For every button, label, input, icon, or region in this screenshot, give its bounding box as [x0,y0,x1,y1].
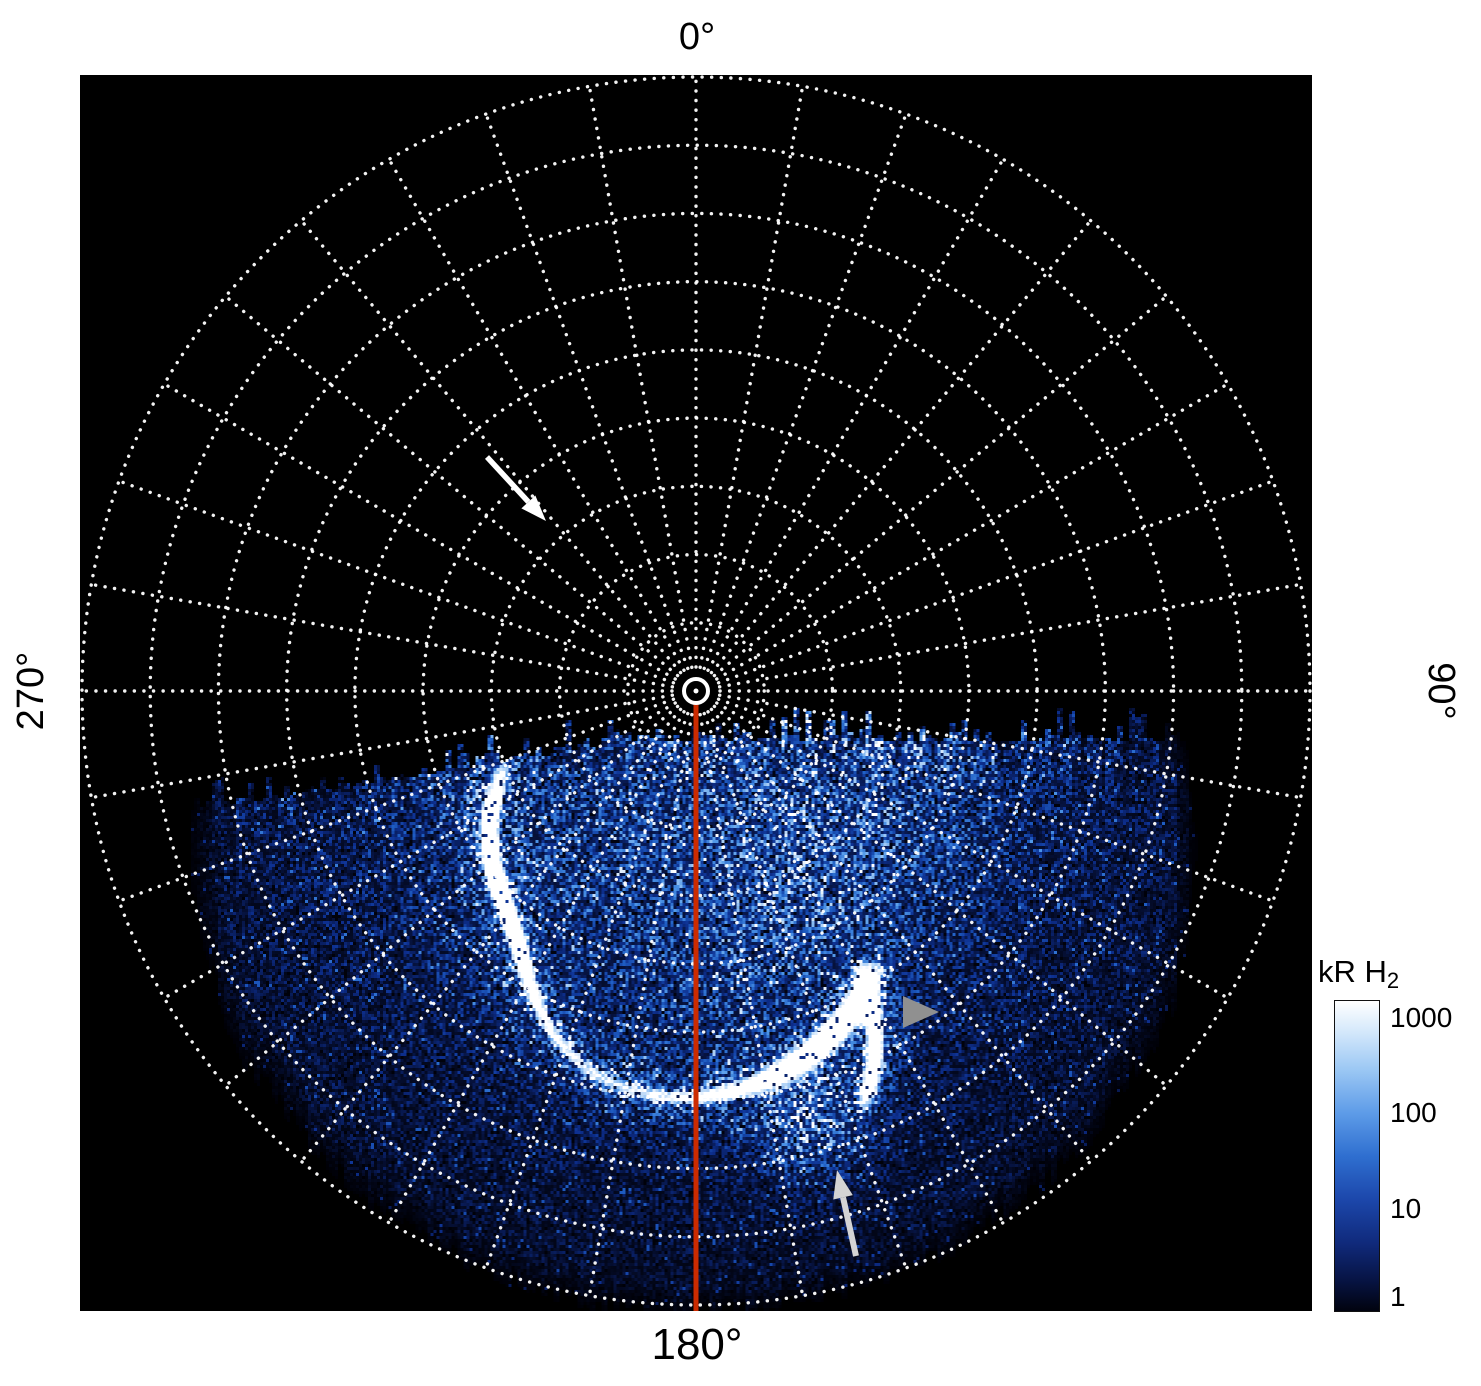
colorbar-gradient [1334,1000,1380,1312]
colorbar-title: kR H2 [1318,954,1481,993]
colorbar: kR H2 1000 100 10 1 [1316,954,1481,1312]
angle-label-270: 270° [10,651,52,731]
colorbar-body: 1000 100 10 1 [1316,1000,1481,1312]
colorbar-title-main: kR H [1318,954,1387,989]
colorbar-tick-1000: 1000 [1390,1001,1453,1033]
arrow-upper-left [484,455,546,521]
angle-label-90: 90° [1420,662,1462,720]
colorbar-title-subscript: 2 [1386,968,1400,993]
polar-grid-overlay [80,75,1312,1311]
angle-label-0: 0° [678,16,716,58]
colorbar-tick-1: 1 [1390,1280,1406,1312]
colorbar-ticks: 1000 100 10 1 [1390,1000,1481,1312]
pole-marker [682,677,710,705]
arrow-bottom-up [833,1170,859,1257]
colorbar-tick-100: 100 [1390,1097,1437,1129]
plot-area [80,75,1312,1311]
angle-label-180: 180° [651,1320,743,1369]
arrowhead-right [903,996,939,1028]
colorbar-tick-10: 10 [1390,1192,1422,1224]
